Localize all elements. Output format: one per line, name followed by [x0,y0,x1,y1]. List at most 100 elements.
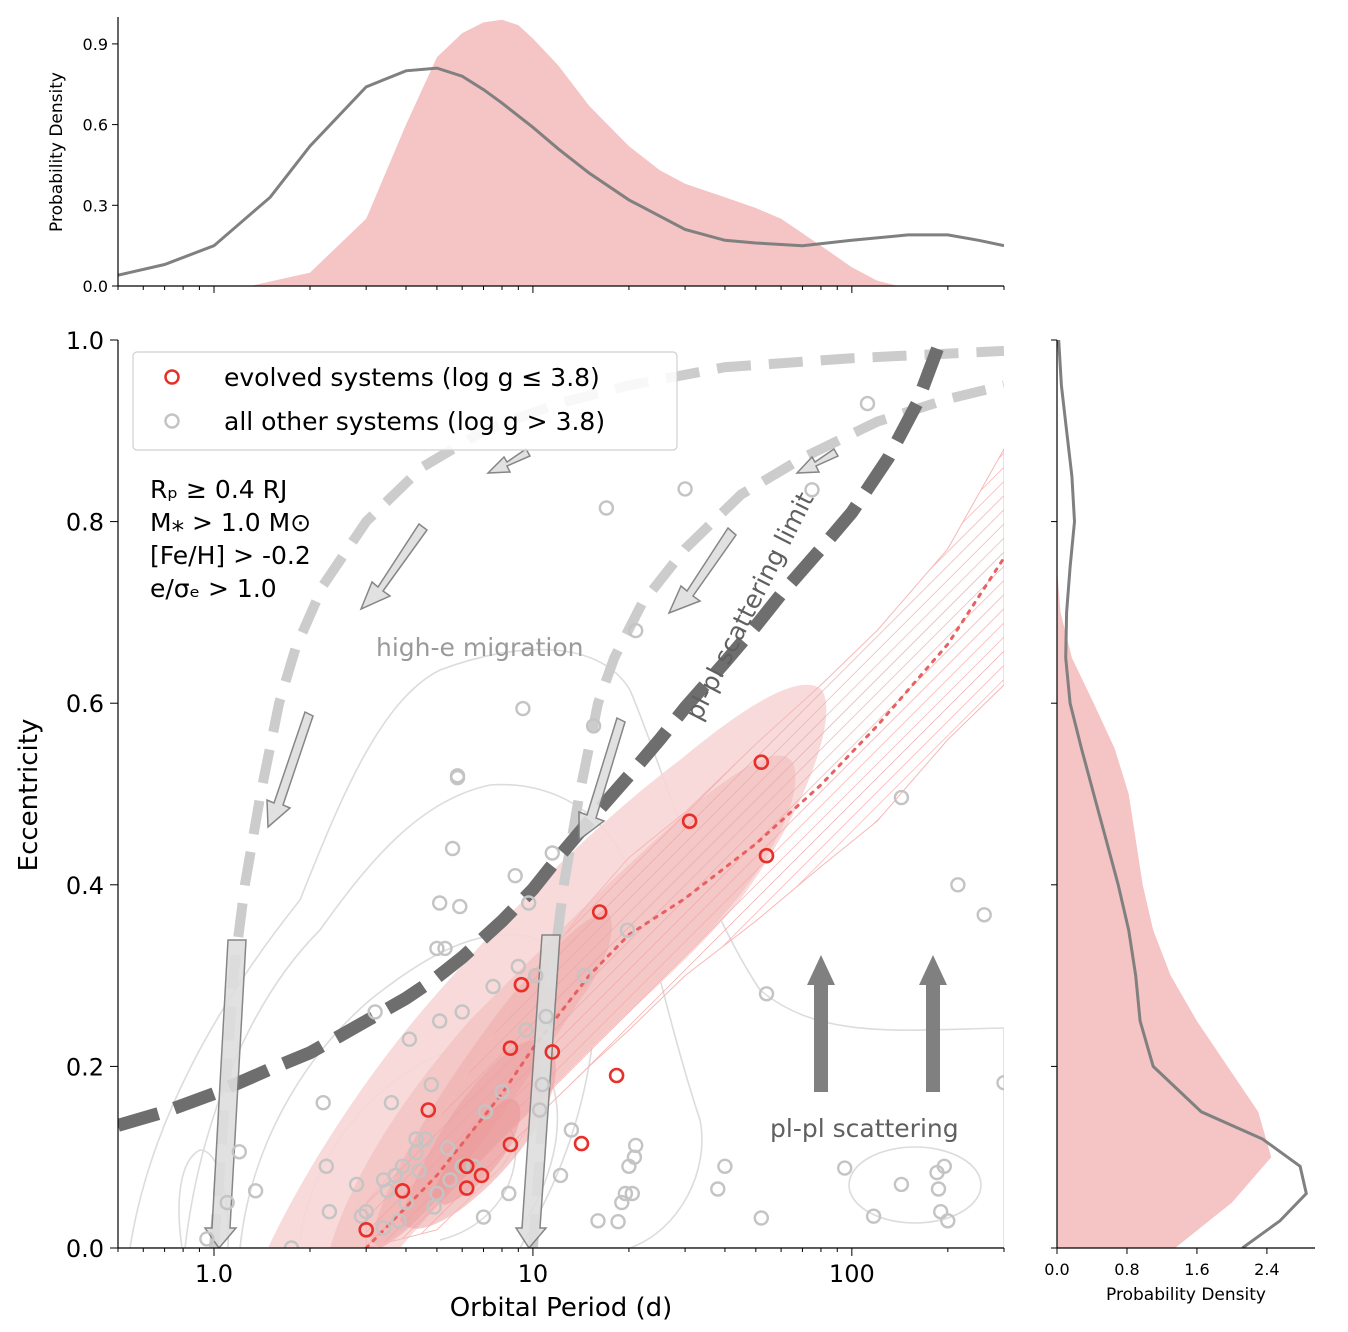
other-contour-outer [129,648,1004,1248]
other-system-point [936,1158,952,1175]
annotation-high-e: high-e migration [376,633,584,662]
criterion-radius: Rₚ ≥ 0.4 R⁣J [150,475,287,504]
evolved-system-point [573,1135,590,1152]
criterion-metallicity: [Fe/H] > -0.2 [150,541,311,570]
evolved-system-point [458,1158,475,1175]
other-system-point [528,967,544,984]
evolved-system-point [544,1044,561,1060]
other-system-point [485,978,501,995]
other-system-point [437,940,453,957]
other-system-point [552,1167,569,1184]
other-system-point [432,895,448,911]
legend-box [132,351,678,451]
other-system-point [494,1084,510,1100]
other-system-point [950,877,966,893]
top-y-axis-label: Probability Density [47,72,67,232]
other-system-point [318,1158,334,1175]
top-y-tick-label: 0.9 [83,35,108,54]
main-y-tick-label: 0.4 [66,872,104,900]
other-system-point [590,1213,606,1229]
legend-marker-other [164,413,180,429]
other-system-point [624,1185,640,1202]
other-system-point [454,1004,470,1020]
x-axis-label: Orbital Period (d) [450,1293,673,1323]
other-system-point [475,1209,492,1225]
other-systems-points [199,395,1004,1248]
other-system-point [353,1208,370,1224]
other-system-point [417,1131,434,1147]
evolved-system-point [420,1102,437,1118]
evolved-system-point [394,1183,411,1199]
other-system-point [677,481,693,497]
other-system-point [614,1194,630,1211]
other-system-point [231,1144,248,1160]
other-system-point [432,1013,448,1029]
other-system-point [358,1203,374,1220]
other-system-point [387,1167,403,1184]
other-system-point [507,868,523,884]
main-y-tick-label: 0.8 [66,509,104,537]
legend-label-evolved: evolved systems (log g ≤ 3.8) [224,363,600,392]
scattering-arrows [807,955,947,1092]
other-system-point [515,700,531,717]
other-system-point [247,1183,264,1199]
selection-criteria: Rₚ ≥ 0.4 R⁣J M⁎ > 1.0 M⊙ [Fe/H] > -0.2 e… [150,475,311,603]
legend-marker-evolved [164,369,180,385]
other-system-point [429,940,445,957]
top-other-density-line [118,66,1004,277]
scattering-limit-curve [118,340,947,1132]
migration-arrow-2 [514,934,561,1248]
right-x-tick-label: 2.4 [1254,1260,1279,1279]
other-system-point [394,1158,411,1175]
other-system-point [375,1220,392,1236]
evolved-system-point [758,847,775,864]
other-system-point [452,898,468,915]
other-system-point [367,1004,383,1020]
other-system-point [563,1122,580,1138]
other-system-point [534,1076,550,1093]
other-system-point [518,1022,534,1038]
main-y-tick-label: 0.6 [66,690,104,718]
evolved-system-point [591,904,608,920]
annotation-scattering: pl-pl scattering [770,1114,959,1143]
other-system-point [423,1076,439,1093]
other-system-point [391,1213,407,1229]
migration-arrow-4 [578,716,626,842]
other-system-point [477,1104,494,1120]
other-system-point [837,1160,853,1176]
evolved-system-point [608,1067,625,1084]
other-system-point [710,1181,726,1197]
migration-arrow-8 [795,447,840,474]
legend-label-other: all other systems (log g > 3.8) [224,407,605,436]
other-system-point [454,1158,470,1175]
scattering-arrow-1 [807,955,835,1092]
main-x-tick-label: 100 [829,1260,875,1288]
right-x-tick-label: 0.0 [1044,1260,1069,1279]
other-system-point [996,1075,1004,1091]
top-density-panel: 0.0 0.3 0.6 0.9 Probability Density [47,17,1005,296]
other-system-point [859,395,876,412]
other-system-point [442,1172,458,1188]
other-system-point [379,1183,396,1199]
top-x-ticks [117,286,1005,293]
main-scatter-panel: 1.0 10 100 0.0 0.2 0.4 0.6 0.8 1.0 Orbital Peri… [14,327,1005,1323]
top-evolved-density-area [250,19,899,286]
legend: evolved systems (log g ≤ 3.8) all other … [132,351,678,451]
main-y-tick-label: 0.2 [66,1053,104,1081]
other-system-point [576,967,593,984]
right-x-tick-label: 1.6 [1184,1260,1209,1279]
migration-arrows [203,447,840,1248]
high-e-migration-track-1 [209,345,1004,1248]
y-axis-label: Eccentricity [14,719,44,872]
other-system-point [501,1185,517,1202]
right-y-ticks [1051,339,1057,1249]
main-y-tick-label: 1.0 [66,327,104,355]
other-system-point [940,1213,956,1229]
top-y-tick-label: 0.0 [83,277,108,296]
top-y-ticks: 0.0 0.3 0.6 0.9 [83,35,118,296]
other-system-point [439,1140,456,1156]
right-x-axis-label: Probability Density [1106,1285,1266,1305]
other-system-point [865,1208,882,1224]
other-system-point [401,1031,418,1047]
other-system-point [619,922,636,938]
